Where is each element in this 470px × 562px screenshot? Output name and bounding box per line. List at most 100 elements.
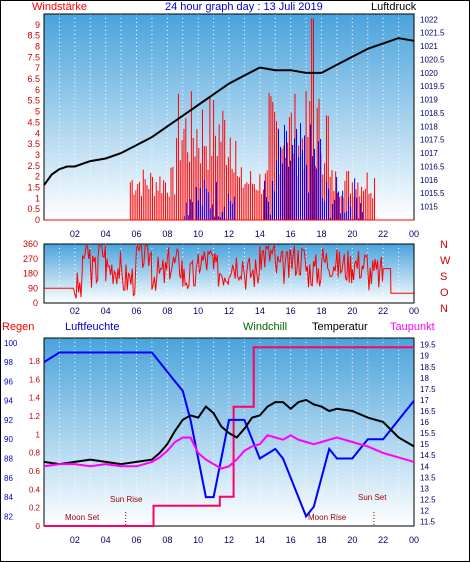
pressure-line xyxy=(43,37,415,186)
pressure-tick-label: 1017.5 xyxy=(420,136,445,145)
wind-tick-label: 5.5 xyxy=(27,96,40,106)
temperature-tick-label: 18.5 xyxy=(420,363,436,372)
humidity-tick-label: 84 xyxy=(4,493,13,502)
direction-tick-label: 270 xyxy=(23,254,38,264)
x-tick-label: 22 xyxy=(378,535,388,545)
x-tick-label: 06 xyxy=(131,229,141,239)
temperature-tick-label: 16.5 xyxy=(420,407,436,416)
pressure-axis-label: Luftdruck xyxy=(371,1,417,13)
direction-tick-label: 0 xyxy=(33,298,38,308)
pressure-tick-label: 1018.5 xyxy=(420,109,445,118)
x-tick-label: 00 xyxy=(409,306,419,316)
moon-rise-annotation: Moon Rise xyxy=(308,513,347,522)
wind-tick-label: 4.5 xyxy=(27,117,40,127)
direction-tick-label: 180 xyxy=(23,269,38,279)
x-tick-label: 02 xyxy=(70,306,80,316)
chart-title: 24 hour graph day : 13 Juli 2019 xyxy=(165,1,323,13)
x-tick-label: 04 xyxy=(101,229,111,239)
wind-tick-label: 1 xyxy=(35,193,40,203)
x-tick-label: 12 xyxy=(224,535,234,545)
temperature-label: Temperatur xyxy=(312,321,368,333)
x-tick-label: 20 xyxy=(347,535,357,545)
temperature-tick-label: 12.5 xyxy=(420,495,436,504)
rain-axis-label: Regen xyxy=(2,321,35,333)
direction-letter: W xyxy=(440,255,451,267)
pressure-tick-label: 1015 xyxy=(420,203,438,212)
x-tick-label: 00 xyxy=(409,229,419,239)
wind-tick-label: 8 xyxy=(35,42,40,52)
x-tick-label: 04 xyxy=(101,535,111,545)
x-tick-label: 08 xyxy=(162,229,172,239)
wind-tick-label: 2 xyxy=(35,172,40,182)
pressure-tick-label: 1020 xyxy=(420,69,438,78)
humidity-tick-label: 100 xyxy=(4,339,18,348)
sun-set-annotation: Sun Set xyxy=(358,493,387,502)
plot-border xyxy=(43,337,415,527)
wind-tick-label: 9 xyxy=(35,20,40,30)
rain-tick-label: 1 xyxy=(36,430,41,439)
wind-tick-label: 7.5 xyxy=(27,52,40,62)
wind-tick-label: 3 xyxy=(35,150,40,160)
direction-line xyxy=(44,244,414,299)
rain-tick-label: 0.2 xyxy=(29,504,41,513)
rain-tick-label: 0 xyxy=(36,522,41,531)
wind-tick-label: 8.5 xyxy=(27,31,40,41)
wind-tick-label: 0.5 xyxy=(27,204,40,214)
rain-tick-label: 1.2 xyxy=(29,412,41,421)
wind-tick-label: 5 xyxy=(35,107,40,117)
direction-tick-label: 90 xyxy=(28,283,38,293)
direction-letter: N xyxy=(440,303,448,315)
x-tick-label: 08 xyxy=(162,535,172,545)
humidity-tick-label: 88 xyxy=(4,455,13,464)
humidity-tick-label: 86 xyxy=(4,474,13,483)
pressure-tick-label: 1021 xyxy=(420,42,438,51)
x-tick-label: 16 xyxy=(286,306,296,316)
x-tick-label: 14 xyxy=(255,535,265,545)
wind-tick-label: 4 xyxy=(35,128,40,138)
humidity-tick-label: 98 xyxy=(4,358,13,367)
x-tick-label: 20 xyxy=(347,229,357,239)
x-tick-label: 18 xyxy=(316,229,326,239)
wind-tick-label: 6 xyxy=(35,85,40,95)
temperature-tick-label: 12 xyxy=(420,507,429,516)
temperature-tick-label: 17.5 xyxy=(420,385,436,394)
x-tick-label: 14 xyxy=(255,306,265,316)
temperature-tick-label: 17 xyxy=(420,396,429,405)
x-tick-label: 08 xyxy=(162,306,172,316)
dewpoint-line xyxy=(43,434,415,470)
direction-letter: S xyxy=(440,271,447,283)
wind-tick-label: 6.5 xyxy=(27,74,40,84)
x-tick-label: 16 xyxy=(286,535,296,545)
rain-tick-label: 1.6 xyxy=(29,375,41,384)
x-tick-label: 12 xyxy=(224,306,234,316)
humidity-tick-label: 94 xyxy=(4,397,13,406)
temperature-tick-label: 13.5 xyxy=(420,473,436,482)
x-tick-label: 20 xyxy=(347,306,357,316)
rain-line xyxy=(44,346,414,527)
x-tick-label: 02 xyxy=(70,229,80,239)
wind-tick-label: 2.5 xyxy=(27,161,40,171)
pressure-tick-label: 1018 xyxy=(420,122,438,131)
humidity-line xyxy=(43,351,415,519)
x-tick-label: 22 xyxy=(378,229,388,239)
windchill-label: Windchill xyxy=(243,321,288,333)
x-tick-label: 14 xyxy=(255,229,265,239)
x-tick-label: 06 xyxy=(131,306,141,316)
rain-tick-label: 1.8 xyxy=(29,357,41,366)
temperature-tick-label: 15 xyxy=(420,440,429,449)
humidity-tick-label: 82 xyxy=(4,512,13,521)
direction-letter: N xyxy=(440,239,448,251)
pressure-tick-label: 1021.5 xyxy=(420,29,445,38)
x-tick-label: 06 xyxy=(131,535,141,545)
humidity-label: Luftfeuchte xyxy=(65,321,120,333)
dewpoint-label: Taupunkt xyxy=(390,321,435,333)
x-tick-label: 10 xyxy=(193,229,203,239)
direction-letter: O xyxy=(440,287,449,299)
x-tick-label: 00 xyxy=(409,535,419,545)
direction-tick-label: 360 xyxy=(23,239,38,249)
wind-tick-label: 7 xyxy=(35,63,40,73)
pressure-tick-label: 1016.5 xyxy=(420,162,445,171)
wind-tick-label: 1.5 xyxy=(27,182,40,192)
x-tick-label: 04 xyxy=(101,306,111,316)
temperature-tick-label: 13 xyxy=(420,484,429,493)
